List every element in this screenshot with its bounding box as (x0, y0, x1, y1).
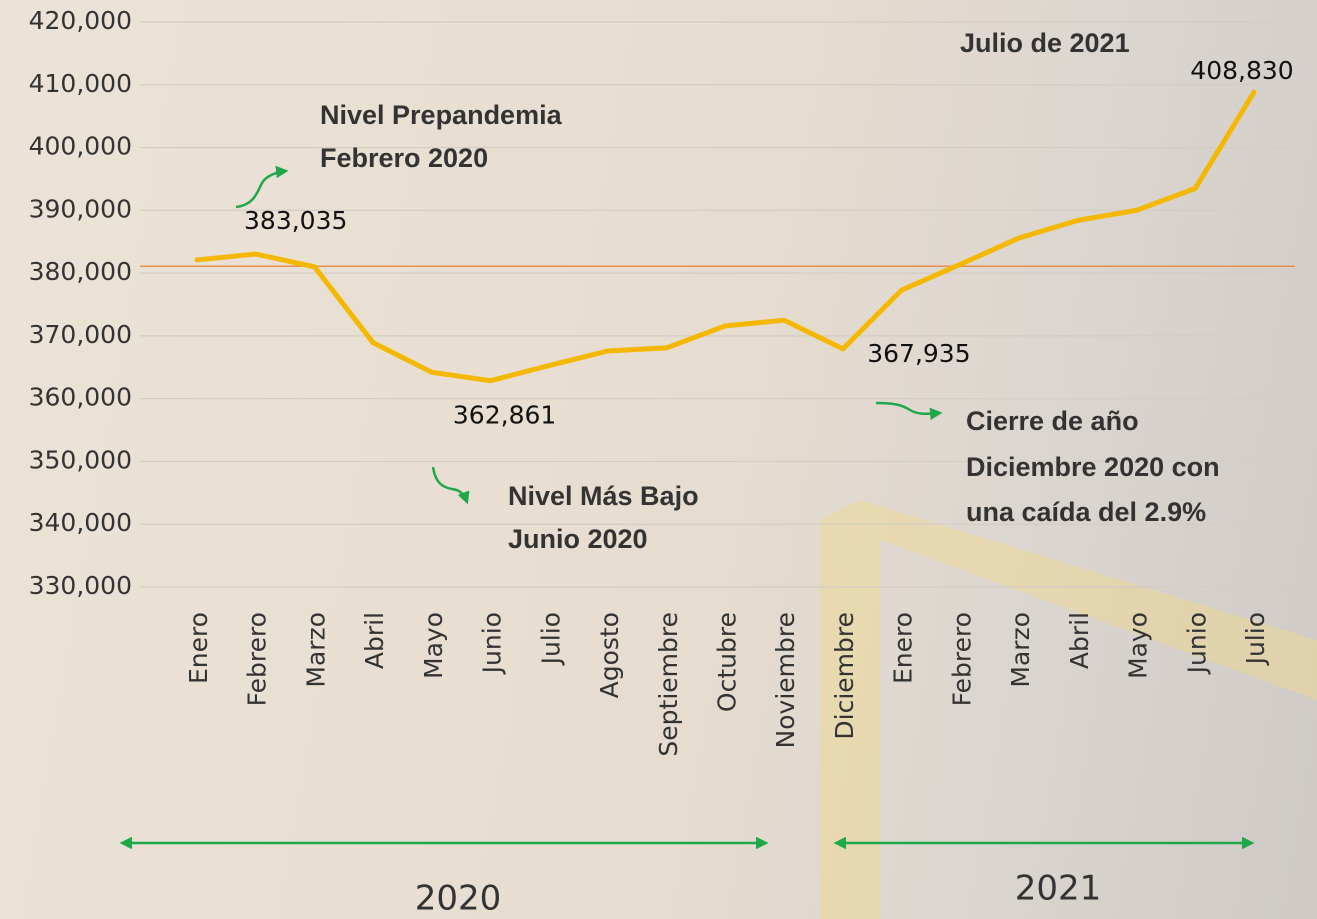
x-tick-label: Agosto (595, 612, 624, 698)
x-tick-label: Julio (536, 612, 565, 666)
y-tick-label: 390,000 (29, 194, 132, 223)
year-label: 2020 (415, 879, 502, 919)
background-rail (820, 500, 1317, 919)
x-tick-label: Mayo (419, 612, 448, 679)
x-tick-label: Septiembre (654, 612, 683, 757)
annotation: una caída del 2.9% (966, 497, 1206, 527)
x-tick-label: Febrero (947, 612, 976, 706)
x-tick-label: Junio (1182, 612, 1211, 675)
annotation-arrow (235, 165, 289, 209)
data-label: 383,035 (244, 206, 347, 235)
y-tick-label: 350,000 (29, 445, 132, 474)
data-label: 408,830 (1190, 56, 1293, 85)
x-tick-label: Julio (1241, 612, 1270, 666)
x-tick-label: Mayo (1124, 612, 1153, 679)
y-tick-label: 330,000 (29, 571, 132, 600)
x-tick-label: Enero (184, 612, 213, 684)
y-tick-label: 360,000 (29, 383, 132, 412)
x-tick-label: Diciembre (830, 612, 859, 740)
annotation-arrow (875, 401, 943, 421)
x-tick-label: Marzo (301, 612, 330, 688)
data-label: 367,935 (867, 339, 970, 368)
x-tick-label: Abril (1065, 612, 1094, 669)
y-tick-label: 370,000 (29, 320, 132, 349)
y-tick-label: 410,000 (29, 69, 132, 98)
x-tick-label: Abril (360, 612, 389, 669)
x-tick-label: Junio (478, 612, 507, 675)
x-tick-label: Octubre (713, 612, 742, 712)
annotation: Nivel Prepandemia (320, 100, 563, 130)
y-tick-label: 420,000 (29, 6, 132, 35)
annotation: Julio de 2021 (960, 28, 1130, 58)
annotation: Nivel Más Bajo (508, 481, 699, 511)
annotation-arrow (431, 466, 470, 505)
y-tick-label: 400,000 (29, 132, 132, 161)
year-label: 2021 (1015, 869, 1102, 909)
y-tick-label: 380,000 (29, 257, 132, 286)
annotation: Diciembre 2020 con (966, 452, 1220, 482)
data-label: 362,861 (453, 401, 556, 430)
x-tick-label: Febrero (243, 612, 272, 706)
annotation: Junio 2020 (508, 524, 648, 554)
x-tick-label: Marzo (1006, 612, 1035, 688)
annotation: Cierre de año (966, 406, 1139, 436)
x-tick-label: Enero (889, 612, 918, 684)
y-tick-label: 340,000 (29, 508, 132, 537)
grid (140, 21, 1295, 588)
annotation: Febrero 2020 (320, 143, 488, 173)
series-line (194, 89, 1257, 384)
x-tick-label: Noviembre (771, 612, 800, 748)
plot: 383,035 362,861 367,935 408,830 (194, 56, 1294, 430)
